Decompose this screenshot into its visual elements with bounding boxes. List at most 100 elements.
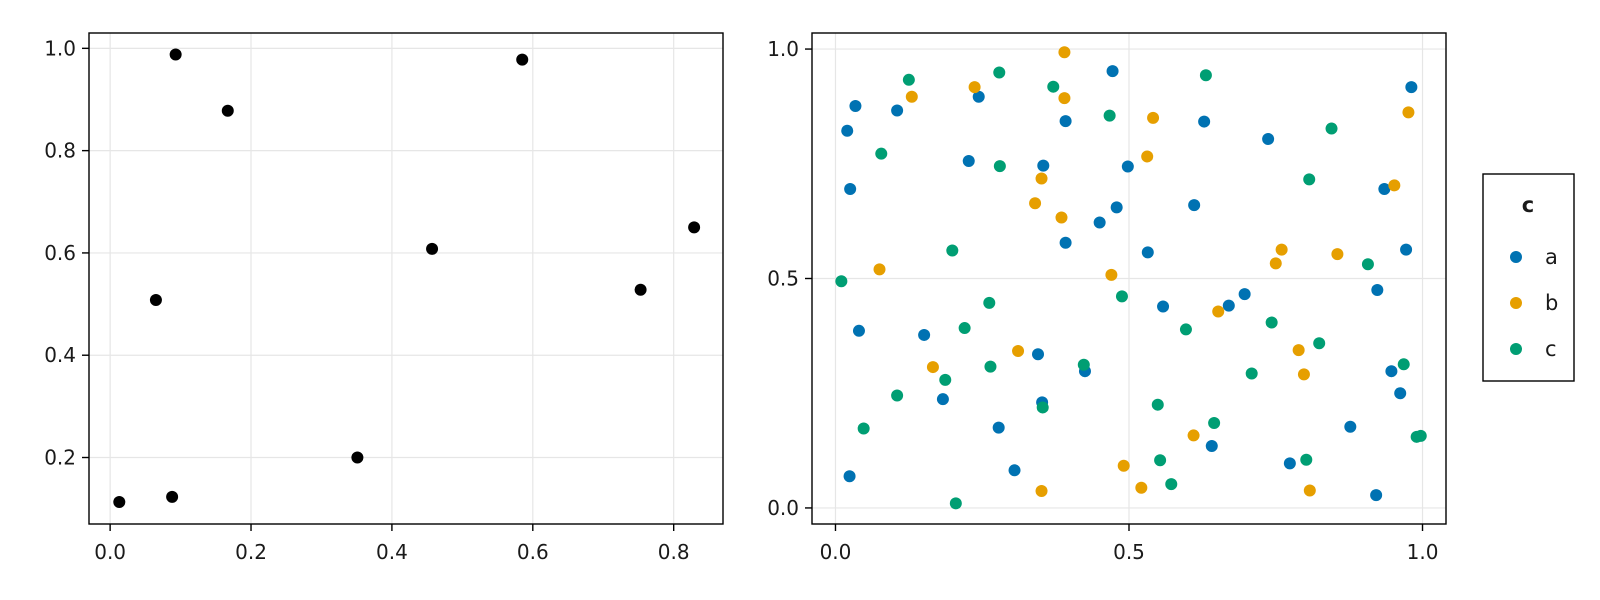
y-tick-label: 0.4 xyxy=(44,343,76,367)
scatter-point-a xyxy=(1157,300,1170,313)
scatter-point-c xyxy=(857,422,870,435)
scatter-point-a xyxy=(1188,199,1201,212)
scatter-point-b xyxy=(1141,150,1154,163)
scatter-point-a xyxy=(1106,65,1119,78)
scatter-point-a xyxy=(844,183,857,196)
x-tick-label: 1.0 xyxy=(1407,540,1439,564)
scatter-point xyxy=(634,283,647,296)
scatter-point-a xyxy=(962,155,975,168)
scatter-point-c xyxy=(1397,358,1410,371)
scatter-point-c xyxy=(1165,478,1178,491)
scatter-point-c xyxy=(1154,454,1167,467)
y-tick-label: 1.0 xyxy=(44,36,76,60)
y-tick-label: 0.8 xyxy=(44,139,76,163)
scatter-point xyxy=(169,48,182,61)
scatter-point-a xyxy=(1198,115,1211,128)
scatter-point-b xyxy=(1292,344,1305,357)
scatter-point-a xyxy=(1283,457,1296,470)
scatter-point-a xyxy=(841,124,854,137)
scatter-point-b xyxy=(1297,368,1310,381)
x-tick-label: 0.8 xyxy=(658,540,690,564)
scatter-point xyxy=(149,293,162,306)
scatter-point-b xyxy=(873,263,886,276)
scatter-point-b xyxy=(968,81,981,94)
x-tick-label: 0.0 xyxy=(94,540,126,564)
legend-marker-a xyxy=(1510,251,1522,263)
scatter-point-c xyxy=(958,322,971,335)
scatter-point-b xyxy=(1135,481,1148,494)
scatter-point-a xyxy=(852,324,865,337)
scatter-point-c xyxy=(891,389,904,402)
legend-label-c: c xyxy=(1545,337,1557,361)
scatter-point-a xyxy=(1371,283,1384,296)
scatter-point-c xyxy=(993,66,1006,79)
scatter-point-a xyxy=(1385,365,1398,378)
scatter-point-c xyxy=(1313,337,1326,350)
legend-marker-b xyxy=(1510,297,1522,309)
scatter-point-c xyxy=(1208,417,1221,430)
scatter-point-b xyxy=(1105,268,1118,281)
legend-marker-c xyxy=(1510,343,1522,355)
x-tick-label: 0.4 xyxy=(376,540,408,564)
scatter-point-a xyxy=(1344,420,1357,433)
scatter-point-c xyxy=(984,360,997,373)
scatter-point-c xyxy=(1245,367,1258,380)
scatter-point-a xyxy=(1370,489,1383,502)
legend-frame xyxy=(1482,173,1575,382)
scatter-point-b xyxy=(1117,459,1130,472)
y-tick-label: 0.0 xyxy=(767,496,799,520)
scatter-point-a xyxy=(1400,243,1413,256)
scatter-point-a xyxy=(992,421,1005,434)
scatter-point-a xyxy=(1037,159,1050,172)
scatter-point-a xyxy=(972,90,985,103)
scatter-point-b xyxy=(1029,197,1042,210)
scatter-point-b xyxy=(1058,46,1071,59)
scatter-point-b xyxy=(1187,429,1200,442)
x-tick-label: 0.0 xyxy=(820,540,852,564)
scatter-point-a xyxy=(1110,201,1123,214)
scatter-point-a xyxy=(1008,464,1021,477)
scatter-point-a xyxy=(1205,439,1218,452)
scatter-point-b xyxy=(1388,179,1401,192)
scatter-point-c xyxy=(1115,290,1128,303)
scatter-point-c xyxy=(875,147,888,160)
scatter-point xyxy=(113,496,126,509)
scatter-point-c xyxy=(1303,173,1316,186)
scatter-point-a xyxy=(936,393,949,406)
plot-frame xyxy=(88,32,724,525)
scatter-point-a xyxy=(1032,348,1045,361)
scatter-point-b xyxy=(1303,484,1316,497)
right-scatter-panel: 0.0 0.5 1.0 0.0 0.5 1.0 xyxy=(767,32,1447,564)
scatter-point-a xyxy=(1141,246,1154,259)
scatter-point-c xyxy=(1047,80,1060,93)
scatter-point-b xyxy=(1212,305,1225,318)
scatter-point-a xyxy=(1093,216,1106,229)
x-tick-label: 0.6 xyxy=(517,540,549,564)
scatter-point xyxy=(351,451,364,464)
scatter-point-c xyxy=(939,373,952,386)
y-tick-label: 0.6 xyxy=(44,241,76,265)
scatter-point-b xyxy=(1012,345,1025,358)
scatter-point-b xyxy=(1275,243,1288,256)
y-tick-label: 0.2 xyxy=(44,446,76,470)
scatter-point-a xyxy=(1238,288,1251,301)
legend-title: c xyxy=(1522,193,1534,217)
scatter-point xyxy=(221,104,234,117)
scatter-point xyxy=(688,221,701,234)
y-tick-label: 1.0 xyxy=(767,37,799,61)
scatter-point-b xyxy=(1035,172,1048,185)
scatter-point-c xyxy=(946,244,959,257)
scatter-point-a xyxy=(849,99,862,112)
scatter-point-a xyxy=(843,470,856,483)
scatter-point-a xyxy=(1222,299,1235,312)
legend-label-b: b xyxy=(1545,291,1558,315)
scatter-point-b xyxy=(1055,211,1068,224)
scatter-point-c xyxy=(1199,69,1212,82)
scatter-point-b xyxy=(1035,484,1048,497)
scatter-point-a xyxy=(1059,236,1072,249)
scatter-point-c xyxy=(1265,316,1278,329)
legend-label-a: a xyxy=(1545,245,1558,269)
scatter-point-a xyxy=(1405,81,1418,94)
scatter-point-c xyxy=(983,296,996,309)
